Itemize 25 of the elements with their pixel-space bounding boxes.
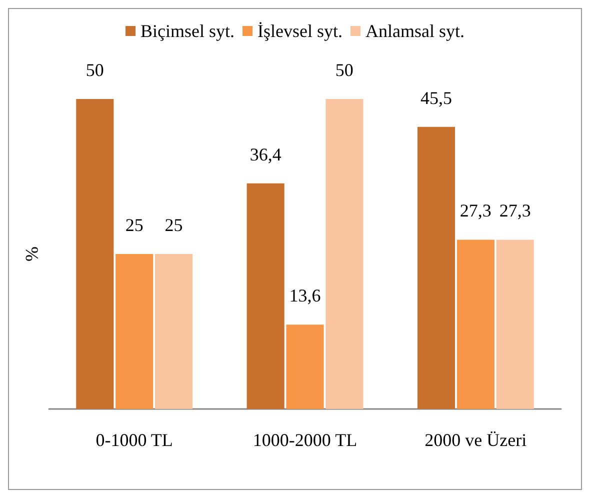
x-tick-label: 2000 ve Üzeri	[424, 430, 527, 450]
data-label: 27,3	[499, 200, 531, 221]
bar	[76, 99, 114, 409]
bar	[417, 126, 456, 409]
bar	[326, 99, 364, 409]
data-label: 25	[125, 215, 144, 235]
data-label: 45,5	[420, 88, 452, 108]
legend-label: Biçimsel syt.	[140, 21, 235, 41]
data-label: 50	[335, 60, 354, 80]
bar	[286, 324, 324, 409]
legend-label: İşlevsel syt.	[258, 21, 343, 41]
bar	[154, 254, 193, 409]
data-label: 27,3	[460, 200, 492, 221]
bar	[456, 240, 494, 409]
data-label: 36,4	[250, 144, 282, 164]
data-label: 50	[86, 60, 104, 80]
data-label: 13,6	[289, 286, 321, 306]
x-tick-label: 1000-2000 TL	[252, 430, 358, 450]
x-tick-label: 0-1000 TL	[96, 430, 173, 450]
bar	[496, 240, 534, 409]
data-label: 25	[164, 215, 183, 235]
y-axis-title: %	[22, 246, 42, 262]
bar	[116, 254, 154, 409]
legend-label: Anlamsal syt.	[366, 21, 464, 41]
bar	[246, 183, 284, 409]
